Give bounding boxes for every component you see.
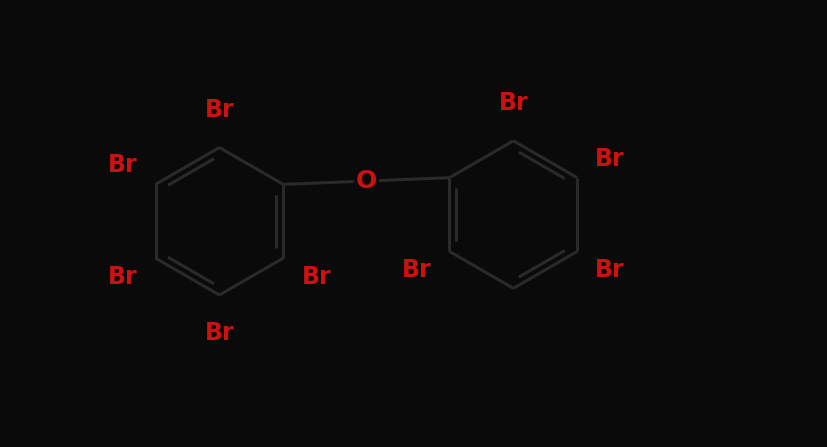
Text: Br: Br bbox=[595, 147, 624, 171]
Text: O: O bbox=[356, 169, 376, 193]
Text: Br: Br bbox=[108, 265, 137, 289]
Text: Br: Br bbox=[301, 265, 331, 289]
Text: Br: Br bbox=[204, 97, 234, 122]
Text: Br: Br bbox=[595, 258, 624, 283]
Text: Br: Br bbox=[108, 153, 137, 177]
Text: Br: Br bbox=[401, 258, 431, 283]
Text: Br: Br bbox=[204, 321, 234, 345]
Text: Br: Br bbox=[498, 91, 528, 115]
